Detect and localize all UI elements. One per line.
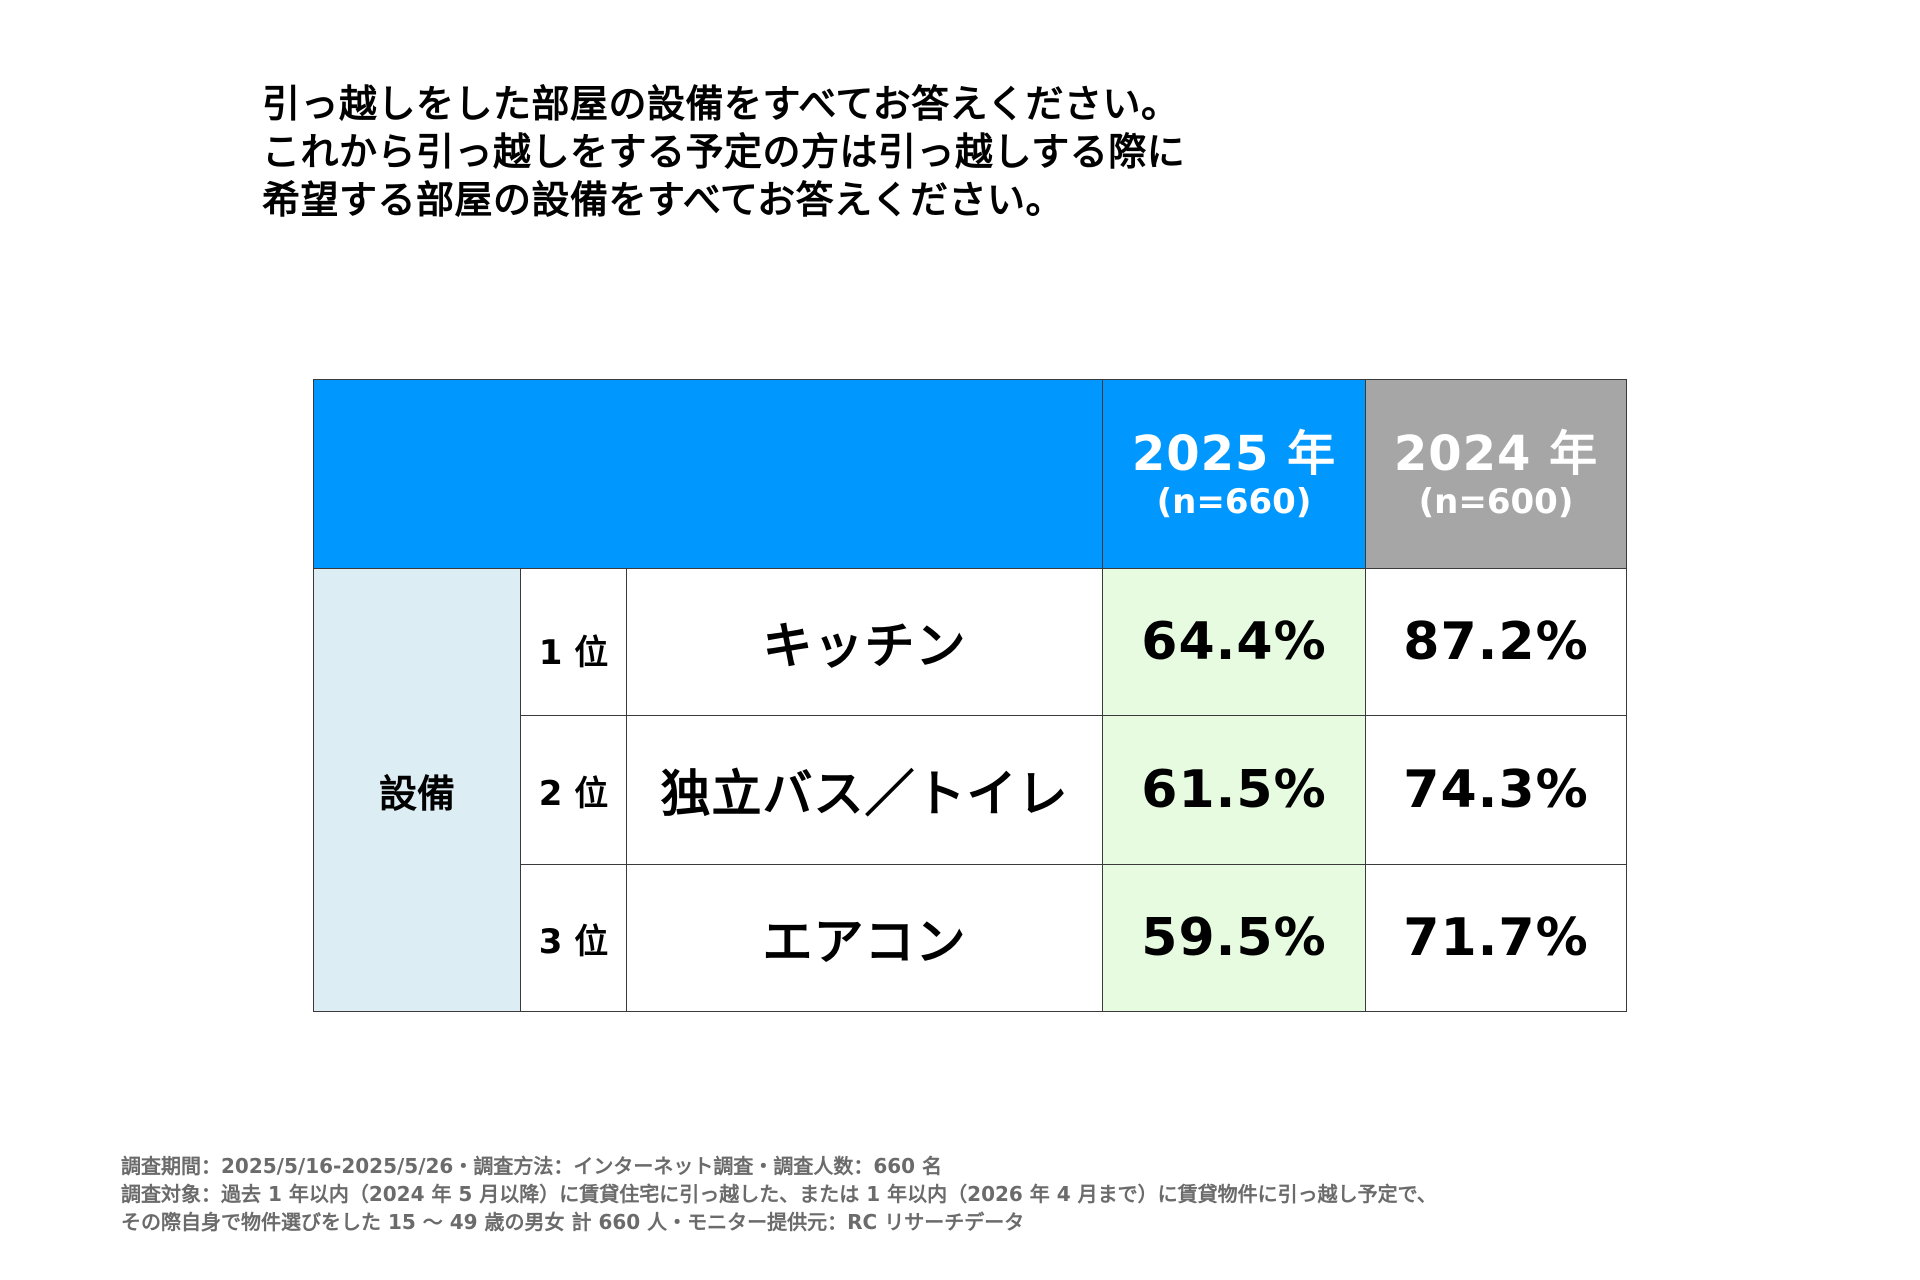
value-2025-cell: 59.5% <box>1102 864 1366 1012</box>
item-cell: エアコン <box>626 864 1103 1012</box>
header-2024: 2024 年 (n=600) <box>1365 379 1627 569</box>
header-2024-year: 2024 年 <box>1393 426 1599 482</box>
value-2024-cell: 87.2% <box>1365 568 1627 716</box>
item-label: 独立バス／トイレ <box>660 765 1069 823</box>
question-line: 希望する部屋の設備をすべてお答えください。 <box>262 178 1065 222</box>
value-2025-cell: 64.4% <box>1102 568 1366 716</box>
value-2024: 74.3% <box>1403 760 1589 820</box>
footnote-line: 調査対象：過去 1 年以内（2024 年 5 月以降）に賃貸住宅に引っ越した、ま… <box>121 1182 1437 1206</box>
value-2024: 87.2% <box>1403 612 1589 672</box>
value-2024-cell: 71.7% <box>1365 864 1627 1012</box>
value-2025: 64.4% <box>1141 612 1327 672</box>
rank-label: 3 位 <box>538 921 609 962</box>
value-2025-cell: 61.5% <box>1102 715 1366 865</box>
item-cell: 独立バス／トイレ <box>626 715 1103 865</box>
rank-label: 1 位 <box>538 633 609 673</box>
value-2025: 59.5% <box>1141 908 1327 968</box>
footnote-line: その際自身で物件選びをした 15 ～ 49 歳の男女 計 660 人・モニター提… <box>121 1210 1025 1234</box>
value-2024-cell: 74.3% <box>1365 715 1627 865</box>
item-label: エアコン <box>762 913 967 971</box>
header-2024-sample: (n=600) <box>1418 482 1574 522</box>
header-2025: 2025 年 (n=660) <box>1102 379 1366 569</box>
value-2024: 71.7% <box>1403 908 1589 968</box>
survey-footnote: 調査期間：2025/5/16-2025/5/26・調査方法：インターネット調査・… <box>121 1152 1437 1236</box>
header-blank-cell <box>313 379 1103 569</box>
category-label: 設備 <box>378 771 455 816</box>
rank-label: 2 位 <box>538 773 609 814</box>
ranking-table: 2025 年 (n=660) 2024 年 (n=600) 設備 1 位 キッチ… <box>313 379 1627 1012</box>
rank-cell: 2 位 <box>520 715 627 865</box>
item-label: キッチン <box>762 617 967 675</box>
rank-cell: 1 位 <box>520 568 627 716</box>
question-line: 引っ越しをした部屋の設備をすべてお答えください。 <box>262 82 1180 126</box>
header-2025-year: 2025 年 <box>1131 426 1337 482</box>
question-line: これから引っ越しをする予定の方は引っ越しする際に <box>262 130 1186 174</box>
category-cell: 設備 <box>313 568 521 1012</box>
item-cell: キッチン <box>626 568 1103 716</box>
survey-question: 引っ越しをした部屋の設備をすべてお答えください。 これから引っ越しをする予定の方… <box>262 80 1662 224</box>
footnote-line: 調査期間：2025/5/16-2025/5/26・調査方法：インターネット調査・… <box>121 1154 943 1178</box>
header-2025-sample: (n=660) <box>1156 482 1312 522</box>
value-2025: 61.5% <box>1141 760 1327 820</box>
rank-cell: 3 位 <box>520 864 627 1012</box>
